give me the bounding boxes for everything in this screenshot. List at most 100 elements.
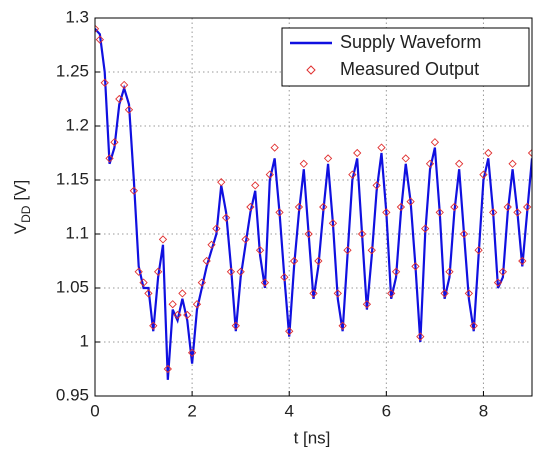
measured-marker [119,80,129,90]
measured-marker [440,289,449,298]
measured-marker [168,300,177,309]
measured-marker [513,208,522,217]
measured-marker [202,256,211,266]
measured-marker [523,202,532,212]
measured-marker [178,289,187,298]
measured-marker [503,202,512,212]
measured-marker [498,267,508,276]
measured-marker [527,148,532,158]
y-tick-label: 0.95 [56,385,89,404]
legend-label: Supply Waveform [340,32,481,52]
measured-marker [251,181,260,190]
measured-marker [455,159,464,168]
y-tick-label: 1.05 [56,277,89,296]
measured-marker [372,181,381,190]
y-tick-label: 1.1 [65,223,89,242]
measured-marker [173,310,182,320]
y-tick-label: 1.2 [65,115,89,134]
legend-box [281,27,530,87]
measured-marker [357,229,367,239]
measured-marker [129,186,138,195]
measured-marker [153,267,163,276]
measured-marker [95,24,100,33]
waveform-line [95,28,532,380]
measured-marker [348,170,357,179]
measured-marker [435,208,444,217]
measured-marker [217,178,226,187]
measured-marker [163,364,172,374]
measured-marker [212,224,221,233]
measured-marker [105,154,114,163]
measured-marker [518,256,527,266]
measured-marker [430,138,440,147]
measured-marker [115,94,124,104]
measured-marker [95,35,104,44]
measured-marker [469,321,478,330]
measured-marker [445,267,454,276]
measured-marker [396,202,406,212]
measured-marker [110,138,119,147]
measured-marker [304,229,313,239]
measured-marker [246,202,255,212]
measured-marker [484,148,493,158]
y-tick-label: 1.25 [56,61,89,80]
measured-marker [309,289,318,298]
legend-marker [306,65,316,75]
x-tick-label: 2 [187,401,196,420]
measured-marker [338,321,347,330]
measured-marker [425,159,435,168]
legend-label: Measured Output [340,59,479,79]
measured-marker [459,229,469,239]
measured-marker [391,267,401,276]
measured-marker [464,289,474,298]
y-tick-label: 1.15 [56,169,89,188]
measured-marker [319,202,328,212]
y-tick-label: 1.3 [65,7,89,26]
plot-content [95,24,532,380]
measured-marker [231,321,240,330]
measured-marker [377,143,386,152]
measured-marker [353,148,362,158]
x-tick-label: 0 [90,401,99,420]
measured-marker [192,300,202,309]
measured-marker [411,262,420,271]
x-tick-label: 8 [479,401,488,420]
measured-marker [333,289,342,298]
measured-marker [328,219,338,228]
measured-marker [275,208,284,217]
measured-marker [149,321,158,330]
measured-marker [285,327,294,336]
measured-marker [493,278,503,287]
measured-marker [100,78,109,87]
measured-marker [450,202,459,212]
measured-marker [226,267,236,276]
y-label-symbol: V [11,222,30,234]
measured-marker [406,197,415,206]
x-tick-label: 6 [382,401,391,420]
measured-marker [401,154,410,163]
measured-marker [314,256,323,266]
measured-marker [299,159,308,168]
measured-marker [479,170,488,179]
measured-marker [270,143,279,152]
x-axis-label: t [ns] [294,428,331,447]
y-tick-label: 1 [80,331,89,350]
measured-marker [183,310,192,320]
x-tick-label: 4 [284,401,293,420]
measured-marker [280,273,289,282]
measured-marker [236,267,245,276]
measured-marker [382,208,391,217]
plot-frame [94,17,533,397]
measured-marker [489,208,498,217]
measured-marker [474,246,483,255]
measured-marker [387,289,396,298]
measured-marker [207,240,216,249]
y-label-subscript: DD [19,205,33,223]
measured-marker [367,246,376,255]
measured-marker [416,332,425,341]
measured-marker [187,348,197,357]
measured-marker [260,278,270,287]
measured-marker [323,154,333,163]
measured-marker [343,246,352,255]
